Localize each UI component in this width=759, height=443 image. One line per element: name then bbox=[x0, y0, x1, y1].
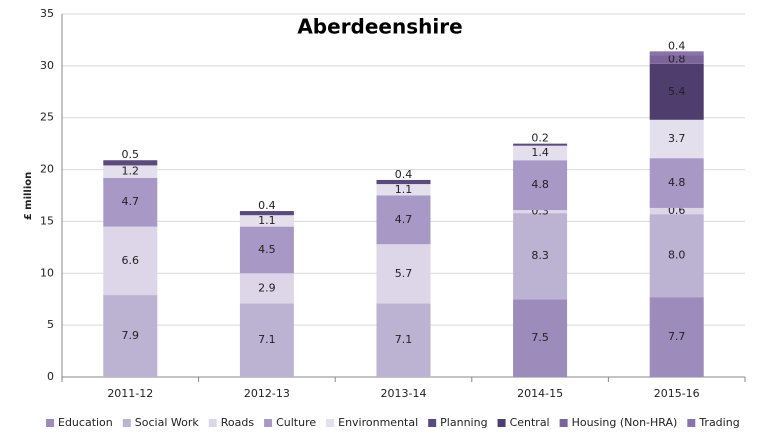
bar-segment bbox=[239, 226, 294, 274]
legend-swatch bbox=[208, 419, 217, 427]
legend-swatch bbox=[46, 419, 54, 427]
data-label: 4.8 bbox=[531, 178, 549, 191]
data-label: 0.4 bbox=[258, 199, 276, 212]
bar-segment bbox=[649, 158, 704, 208]
bar-segment bbox=[239, 303, 294, 377]
y-tick-label: 30 bbox=[40, 59, 54, 72]
bar-segment bbox=[649, 51, 704, 56]
x-tick-label: 2011-12 bbox=[107, 387, 153, 400]
bar-segment bbox=[376, 179, 431, 185]
x-tick-label: 2013-14 bbox=[381, 387, 427, 400]
legend-swatch bbox=[326, 419, 335, 427]
bar-segment bbox=[376, 195, 431, 245]
data-label: 7.5 bbox=[531, 331, 549, 344]
data-label: 5.4 bbox=[668, 85, 686, 98]
data-label: 1.2 bbox=[122, 165, 140, 178]
y-tick-label: 0 bbox=[47, 370, 54, 383]
legend-swatch bbox=[559, 419, 568, 427]
bar-segment bbox=[103, 177, 158, 227]
legend-label: Culture bbox=[276, 416, 316, 429]
bar-segment bbox=[649, 119, 704, 159]
data-label: 4.7 bbox=[122, 195, 140, 208]
bar-segment bbox=[649, 214, 704, 298]
bar-segment bbox=[649, 207, 704, 215]
data-label: 7.1 bbox=[258, 333, 276, 346]
data-label: 1.4 bbox=[531, 146, 549, 159]
bar-segment bbox=[103, 226, 158, 296]
bar-segment bbox=[513, 145, 568, 161]
bar-segment bbox=[513, 299, 568, 377]
bar-segment bbox=[239, 215, 294, 227]
legend-label: Housing (Non-HRA) bbox=[572, 416, 678, 429]
data-label: 0.4 bbox=[668, 39, 686, 52]
data-label: 7.7 bbox=[668, 330, 686, 343]
bar-segment bbox=[103, 165, 158, 178]
legend-swatch bbox=[687, 419, 696, 427]
y-axis-label: £ million bbox=[23, 172, 34, 221]
data-label: 4.8 bbox=[668, 176, 686, 189]
data-label: 8.0 bbox=[668, 249, 686, 262]
y-tick-label: 35 bbox=[40, 7, 54, 20]
data-label: 7.1 bbox=[395, 333, 413, 346]
x-tick-label: 2015-16 bbox=[654, 387, 700, 400]
data-label: 1.1 bbox=[258, 214, 276, 227]
y-tick-label: 10 bbox=[40, 266, 54, 279]
bar-segment bbox=[103, 295, 158, 377]
y-tick-label: 25 bbox=[40, 111, 54, 124]
bar-segment bbox=[376, 184, 431, 196]
chart-title: Aberdeenshire bbox=[297, 15, 462, 39]
legend-label: Planning bbox=[440, 416, 487, 429]
y-tick-label: 15 bbox=[40, 214, 54, 227]
data-label: 3.7 bbox=[668, 132, 686, 145]
legend-swatch bbox=[428, 419, 437, 427]
legend-swatch bbox=[264, 419, 273, 427]
bar-segment bbox=[513, 160, 568, 211]
data-label: 0.4 bbox=[395, 168, 413, 181]
legend-label: Central bbox=[510, 416, 550, 429]
data-label: 4.5 bbox=[258, 243, 276, 256]
data-label: 7.9 bbox=[122, 329, 140, 342]
data-label: 2.9 bbox=[258, 281, 276, 294]
bar-segment bbox=[513, 210, 568, 214]
data-label: 0.5 bbox=[122, 148, 140, 161]
legend-label: Environmental bbox=[338, 416, 418, 429]
x-tick-label: 2014-15 bbox=[517, 387, 563, 400]
bar-segment bbox=[649, 63, 704, 120]
bar-segment bbox=[513, 143, 568, 146]
bar-segment bbox=[649, 55, 704, 64]
legend-swatch bbox=[497, 419, 506, 427]
bar-segment bbox=[513, 213, 568, 300]
data-label: 0.8 bbox=[668, 53, 686, 66]
legend-label: Education bbox=[58, 416, 113, 429]
data-label: 4.7 bbox=[395, 213, 413, 226]
data-label: 0.2 bbox=[531, 132, 549, 145]
data-label: 1.1 bbox=[395, 183, 413, 196]
data-label: 8.3 bbox=[531, 249, 549, 262]
legend-label: Trading bbox=[698, 416, 739, 429]
y-tick-label: 5 bbox=[47, 318, 54, 331]
legend-swatch bbox=[122, 419, 131, 427]
bar-segment bbox=[103, 160, 158, 166]
bar-segment bbox=[649, 297, 704, 377]
data-label: 6.6 bbox=[122, 254, 140, 267]
data-label: 5.7 bbox=[395, 267, 413, 280]
legend-label: Roads bbox=[221, 416, 255, 429]
y-tick-label: 20 bbox=[40, 163, 54, 176]
x-tick-label: 2012-13 bbox=[244, 387, 290, 400]
bar-segment bbox=[376, 244, 431, 304]
legend-label: Social Work bbox=[135, 416, 200, 429]
bar-segment bbox=[376, 303, 431, 377]
bar-segment bbox=[239, 273, 294, 304]
bar-segment bbox=[239, 211, 294, 216]
